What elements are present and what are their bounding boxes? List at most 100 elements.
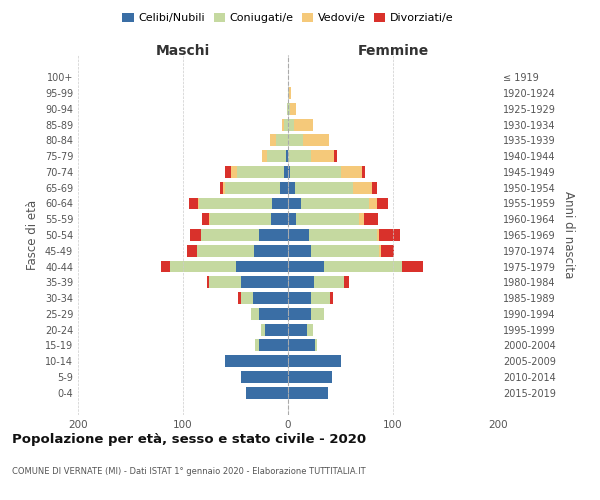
Bar [197,198,199,209]
Bar [288,229,309,241]
Bar [372,182,377,194]
Bar [282,118,284,130]
Bar [288,276,314,288]
Bar [232,166,236,178]
Bar [288,308,311,320]
Bar [241,292,253,304]
Bar [341,166,361,178]
Bar [403,260,424,272]
Bar [309,229,377,241]
Bar [359,214,364,225]
Bar [344,276,349,288]
Bar [311,245,379,256]
Text: Popolazione per età, sesso e stato civile - 2020: Popolazione per età, sesso e stato civil… [12,432,366,446]
Bar [379,245,382,256]
Bar [307,324,313,336]
Bar [246,387,288,398]
Bar [259,229,288,241]
Bar [277,134,288,146]
Bar [288,292,311,304]
Bar [187,245,197,256]
Bar [311,292,330,304]
Bar [288,150,311,162]
Bar [267,150,286,162]
Bar [288,118,295,130]
Bar [369,198,377,209]
Bar [330,292,333,304]
Bar [377,229,379,241]
Bar [253,292,288,304]
Bar [225,356,288,367]
Bar [210,214,271,225]
Text: COMUNE DI VERNATE (MI) - Dati ISTAT 1° gennaio 2020 - Elaborazione TUTTITALIA.IT: COMUNE DI VERNATE (MI) - Dati ISTAT 1° g… [12,468,365,476]
Bar [259,308,288,320]
Bar [288,134,303,146]
Bar [324,260,403,272]
Bar [314,276,344,288]
Bar [199,198,272,209]
Bar [295,118,313,130]
Bar [202,214,209,225]
Bar [262,150,267,162]
Bar [288,371,332,383]
Bar [251,308,259,320]
Bar [353,182,372,194]
Bar [288,166,290,178]
Bar [256,340,259,351]
Bar [379,229,400,241]
Bar [220,182,223,194]
Bar [241,276,288,288]
Y-axis label: Fasce di età: Fasce di età [26,200,39,270]
Bar [377,198,388,209]
Bar [288,214,296,225]
Bar [288,356,341,367]
Bar [207,276,209,288]
Bar [290,166,341,178]
Bar [265,324,288,336]
Bar [235,260,288,272]
Bar [288,87,289,99]
Bar [280,182,288,194]
Bar [225,182,280,194]
Bar [201,229,259,241]
Y-axis label: Anni di nascita: Anni di nascita [562,192,575,278]
Bar [311,150,334,162]
Bar [190,229,201,241]
Bar [290,103,296,115]
Bar [254,245,288,256]
Bar [288,198,301,209]
Bar [296,214,359,225]
Bar [295,182,353,194]
Bar [236,166,284,178]
Bar [288,387,328,398]
Bar [382,245,394,256]
Bar [209,214,210,225]
Bar [364,214,379,225]
Bar [311,308,324,320]
Text: Maschi: Maschi [156,44,210,59]
Bar [288,103,290,115]
Bar [241,371,288,383]
Bar [288,324,307,336]
Bar [361,166,365,178]
Text: Femmine: Femmine [358,44,428,59]
Bar [259,340,288,351]
Bar [170,260,235,272]
Bar [301,198,369,209]
Legend: Celibi/Nubili, Coniugati/e, Vedovi/e, Divorziati/e: Celibi/Nubili, Coniugati/e, Vedovi/e, Di… [118,8,458,28]
Bar [288,340,316,351]
Bar [284,118,288,130]
Bar [286,150,288,162]
Bar [270,134,277,146]
Bar [271,214,288,225]
Bar [288,182,295,194]
Bar [209,276,241,288]
Bar [288,260,324,272]
Bar [284,166,288,178]
Bar [289,87,291,99]
Bar [334,150,337,162]
Bar [238,292,241,304]
Bar [161,260,170,272]
Bar [197,245,254,256]
Bar [190,198,198,209]
